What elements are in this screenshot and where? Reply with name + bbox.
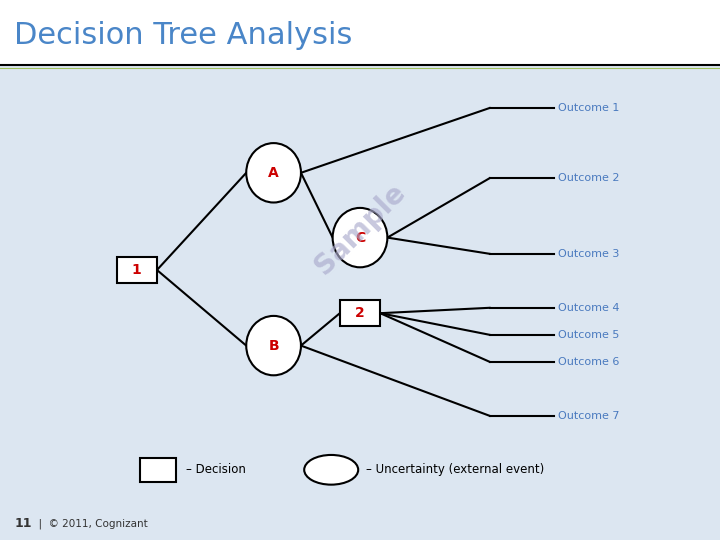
Text: C: C <box>355 231 365 245</box>
FancyBboxPatch shape <box>340 300 380 326</box>
FancyBboxPatch shape <box>0 0 720 65</box>
Ellipse shape <box>246 143 301 202</box>
Text: Outcome 2: Outcome 2 <box>558 173 619 183</box>
FancyBboxPatch shape <box>117 257 157 283</box>
Text: Outcome 7: Outcome 7 <box>558 411 619 421</box>
Text: 2: 2 <box>355 306 365 320</box>
Text: Outcome 4: Outcome 4 <box>558 303 619 313</box>
Text: Outcome 1: Outcome 1 <box>558 103 619 113</box>
Text: Outcome 6: Outcome 6 <box>558 357 619 367</box>
Text: – Uncertainty (external event): – Uncertainty (external event) <box>366 463 544 476</box>
Ellipse shape <box>304 455 359 485</box>
Text: |  © 2011, Cognizant: | © 2011, Cognizant <box>32 518 148 529</box>
Text: Outcome 5: Outcome 5 <box>558 330 619 340</box>
Text: – Decision: – Decision <box>186 463 246 476</box>
Text: 11: 11 <box>14 517 32 530</box>
FancyBboxPatch shape <box>140 458 176 482</box>
Text: Sample: Sample <box>309 179 411 280</box>
Text: A: A <box>269 166 279 180</box>
Ellipse shape <box>333 208 387 267</box>
Text: 1: 1 <box>132 263 142 277</box>
Text: Decision Tree Analysis: Decision Tree Analysis <box>14 21 353 50</box>
Text: B: B <box>269 339 279 353</box>
Text: Outcome 3: Outcome 3 <box>558 249 619 259</box>
Ellipse shape <box>246 316 301 375</box>
